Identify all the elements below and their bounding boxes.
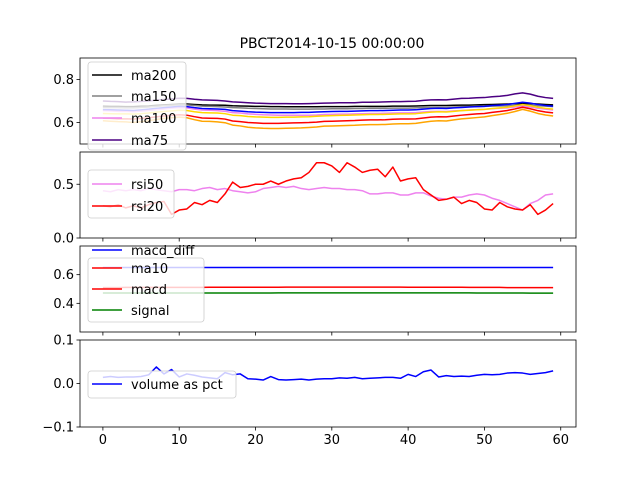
y-tick-label: 0.6 (53, 268, 74, 283)
legend-box (87, 61, 187, 151)
y-tick-label: 0.6 (53, 116, 74, 131)
legend-2: ma10 macd signal macd_diff (87, 244, 205, 323)
legend-box (87, 370, 237, 399)
legend-label: macd_diff (131, 244, 195, 259)
series-line-rsi50 (102, 185, 554, 211)
x-tick-label: 30 (324, 433, 341, 448)
x-tick-label: 20 (247, 433, 264, 448)
y-tick-label: 0.5 (53, 178, 74, 193)
series-line-rsi20 (102, 162, 554, 216)
legend-label: macd (131, 283, 167, 298)
y-tick-label: 0.4 (53, 297, 74, 312)
legend-label: signal (131, 304, 169, 319)
x-tick-label: 40 (400, 433, 417, 448)
panel-1-lines (102, 162, 554, 216)
legend-label: ma150 (131, 90, 176, 105)
y-tick-label: 0.1 (53, 334, 74, 349)
legend-label: ma100 (131, 112, 176, 127)
panel-1-frame (79, 151, 577, 239)
legend-label: rsi20 (131, 200, 163, 215)
legend-box (87, 257, 205, 323)
x-tick-label: 50 (476, 433, 493, 448)
legend-1: rsi50 rsi20 (87, 169, 175, 219)
x-tick-label: 0 (99, 433, 107, 448)
panel-2-frame (79, 245, 577, 333)
legend-3: volume as pct (87, 370, 237, 399)
legend-label: ma10 (131, 262, 168, 277)
y-tick-label: −0.1 (42, 421, 74, 436)
y-tick-label: 0.8 (53, 73, 74, 88)
panel-0-frame (79, 57, 577, 145)
legend-label: volume as pct (131, 378, 223, 393)
y-tick-label: 0.0 (53, 232, 74, 247)
legend-0: ma200 ma150 ma100 ma75 (87, 61, 187, 151)
legend-label: ma200 (131, 69, 176, 84)
y-tick-label: 0.0 (53, 377, 74, 392)
legend-label: rsi50 (131, 178, 163, 193)
x-tick-label: 60 (552, 433, 569, 448)
legend-label: ma75 (131, 134, 168, 149)
panel-1: 0.0 0.5 (53, 151, 577, 247)
x-tick-label: 10 (171, 433, 188, 448)
chart-title: PBCT2014-10-15 00:00:00 (240, 36, 425, 52)
